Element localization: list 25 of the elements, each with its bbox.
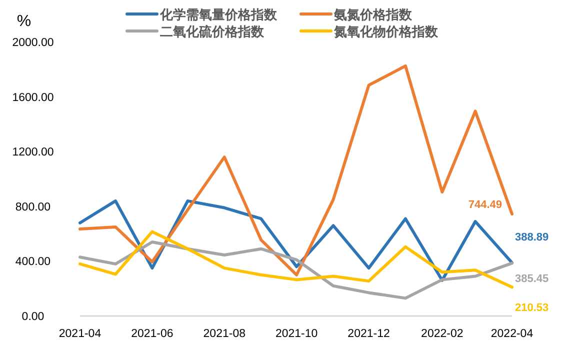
legend-label: 二氧化硫价格指数 xyxy=(160,24,265,39)
x-tick-label: 2022-04 xyxy=(490,328,534,340)
legend-label: 氨氮价格指数 xyxy=(333,7,413,22)
data-label: 210.53 xyxy=(515,302,549,314)
x-tick-label: 2021-10 xyxy=(275,328,318,340)
x-tick-label: 2021-04 xyxy=(58,328,102,340)
line-series xyxy=(78,230,514,289)
line-series xyxy=(78,64,514,276)
legend-label: 氮氧化物价格指数 xyxy=(333,24,439,39)
legend-label: 化学需氧量价格指数 xyxy=(159,7,278,22)
y-tick-label: 800.00 xyxy=(15,201,51,214)
y-axis-title: % xyxy=(16,13,32,30)
data-label: 388.89 xyxy=(515,232,549,244)
x-tick-label: 2022-02 xyxy=(421,328,464,340)
y-tick-label: 400.00 xyxy=(15,256,51,268)
x-tick-label: 2021-12 xyxy=(348,328,390,340)
data-label: 744.49 xyxy=(468,199,502,212)
y-tick-label: 0.00 xyxy=(22,311,44,323)
y-tick-label: 1600.00 xyxy=(12,92,54,104)
line-series xyxy=(78,240,514,300)
y-tick-label: 1200.00 xyxy=(12,146,54,159)
x-tick-label: 2021-08 xyxy=(203,328,246,340)
x-tick-label: 2021-06 xyxy=(131,328,174,340)
data-label: 385.45 xyxy=(515,273,549,286)
y-tick-label: 2000.00 xyxy=(12,37,54,49)
